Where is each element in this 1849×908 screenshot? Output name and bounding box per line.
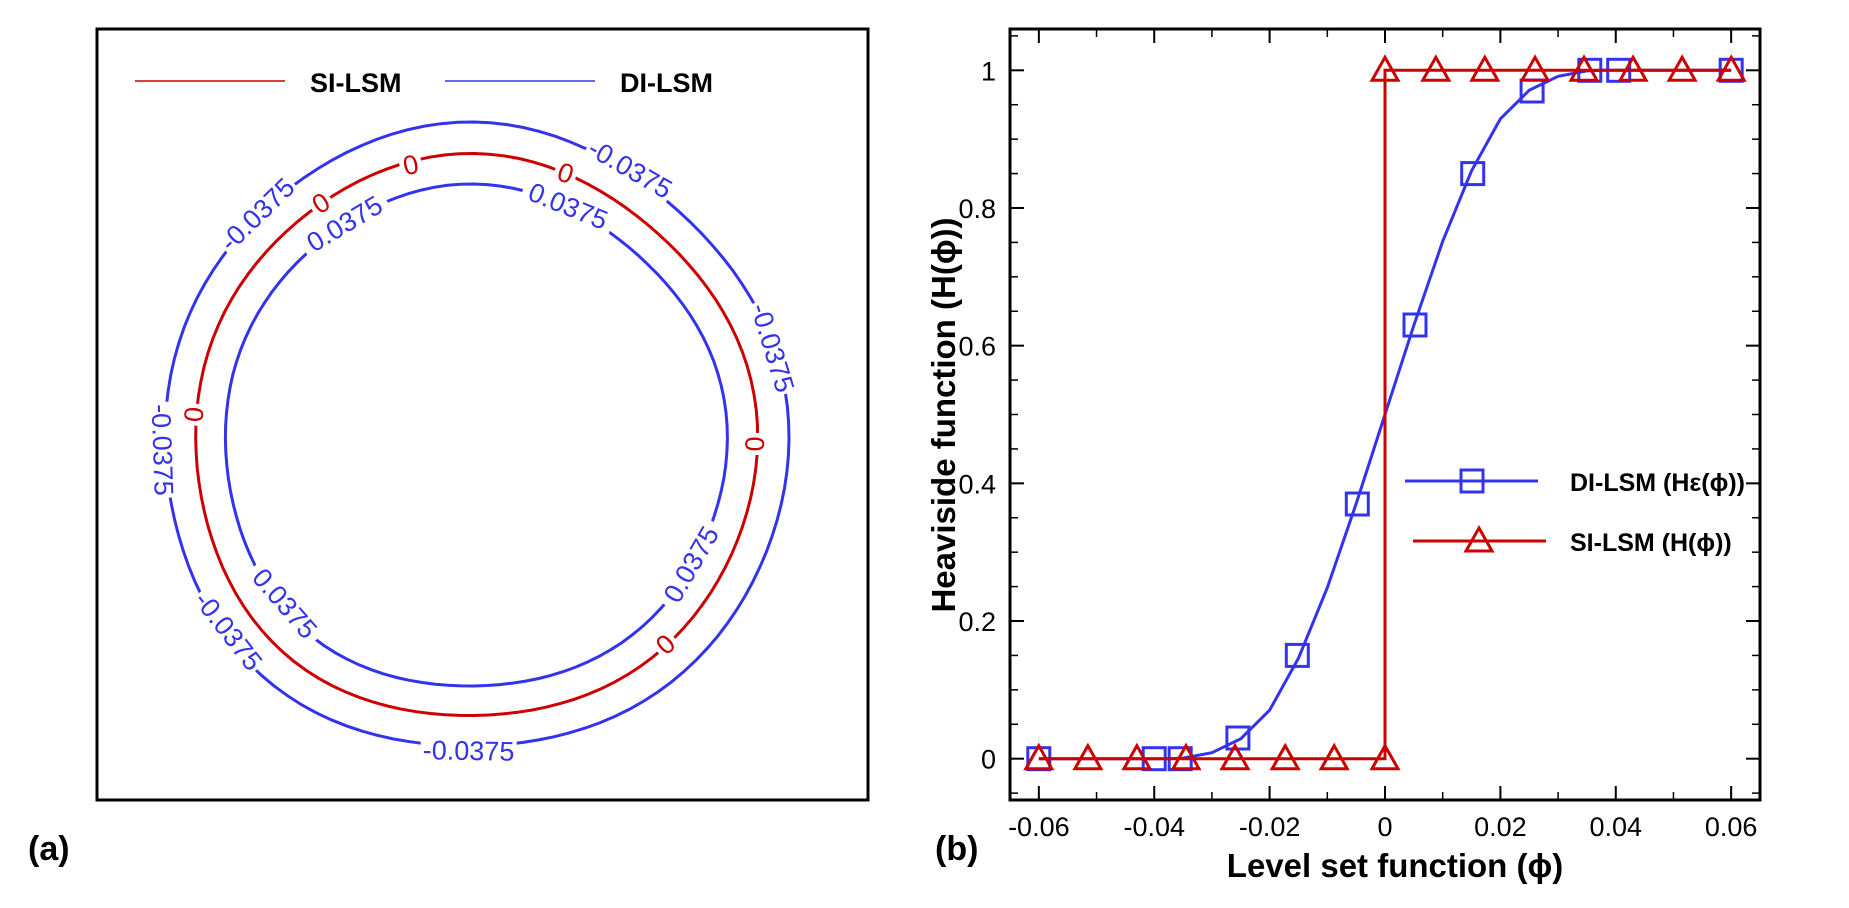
- data-point-triangle: [1318, 742, 1350, 771]
- x-axis-title: Level set function (ϕ): [1227, 847, 1563, 884]
- data-point-triangle: [1469, 54, 1501, 82]
- data-point-triangle: [1170, 742, 1202, 771]
- x-tick-label: 0: [1377, 812, 1392, 842]
- legend-label-di: DI-LSM: [620, 68, 713, 98]
- contour-label-zero-2-bg: [739, 432, 771, 456]
- y-tick-label: 0: [981, 745, 996, 775]
- contour-label-zero-5-bg: [303, 184, 339, 222]
- panel-a-legend: SI-LSM DI-LSM: [135, 68, 713, 98]
- x-tick-label: 0.06: [1705, 812, 1758, 842]
- legend-label-si-lsm: SI-LSM (H(ϕ)): [1570, 529, 1732, 557]
- data-point-square: [1460, 161, 1486, 187]
- legend-label-di-lsm: DI-LSM (Hε(ϕ)): [1570, 469, 1745, 497]
- contour-label-outer-1-bg: [744, 297, 801, 399]
- y-tick-label: 0.6: [958, 332, 996, 362]
- panel-a: SI-LSM DI-LSM -0.0375-0.0375-0.0375-0.03…: [95, 27, 870, 802]
- contour-label-outer-2-bg: [420, 735, 517, 767]
- contour-label-zero-4-bg: [178, 402, 211, 427]
- contour-label-zero-0-bg: [396, 148, 425, 183]
- data-point-square: [1344, 491, 1370, 517]
- data-point-triangle: [1369, 54, 1401, 82]
- contour-label-outer-3-bg: [186, 584, 270, 679]
- contour-label-outer-2: -0.0375: [423, 735, 515, 767]
- panel-label-b: (b): [935, 830, 978, 868]
- data-point-triangle: [1568, 54, 1600, 82]
- contour-label-zero-2: 0: [740, 436, 770, 452]
- contour-label-outer-4-bg: [145, 401, 179, 499]
- contour-si-zero: [194, 151, 760, 718]
- panel-label-a: (a): [28, 830, 70, 868]
- y-tick-label: 0.4: [958, 469, 996, 499]
- legend-label-si: SI-LSM: [310, 68, 402, 98]
- y-tick-label: 0.8: [958, 194, 996, 224]
- axis-ticks: -0.06 -0.04 -0.02 0 0.02 0.04 0.06 0 0.2 0.4 0.6 0.…: [958, 29, 1760, 842]
- data-point-triangle: [1519, 54, 1551, 82]
- y-axis-title: Heaviside function (H(ϕ)): [925, 217, 962, 612]
- legend-marker-triangle: [1463, 524, 1495, 553]
- data-point-triangle: [1269, 742, 1301, 771]
- contour-label-inner-3-bg: [654, 515, 729, 614]
- series-line-1: [1038, 68, 1732, 761]
- x-tick-label: -0.06: [1008, 812, 1070, 842]
- data-point-square: [1284, 642, 1310, 668]
- x-tick-label: -0.02: [1239, 812, 1301, 842]
- data-point-triangle: [1369, 742, 1401, 771]
- data-point-triangle: [1420, 54, 1452, 82]
- contour-label-inner-0-bg: [517, 174, 619, 239]
- x-tick-label: -0.04: [1123, 812, 1185, 842]
- x-tick-label: 0.02: [1474, 812, 1527, 842]
- x-tick-label: 0.04: [1589, 812, 1642, 842]
- data-point-square: [1402, 312, 1428, 338]
- data-point-triangle: [1666, 54, 1698, 82]
- contour-label-zero-3-bg: [647, 626, 684, 663]
- contour-label-inner-1-bg: [295, 186, 394, 262]
- contour-label-inner-2-bg: [241, 557, 328, 650]
- plot-series: [1023, 54, 1747, 772]
- contour-label-zero-4: 0: [179, 406, 210, 424]
- contour-label-zero-1-bg: [550, 155, 581, 192]
- contour-label-zero-0: 0: [400, 149, 421, 182]
- data-point-triangle: [1617, 54, 1649, 82]
- contour-label-outer-0-bg: [580, 131, 680, 206]
- y-tick-label: 0.2: [958, 607, 996, 637]
- data-point-triangle: [1715, 54, 1747, 82]
- data-point-triangle: [1219, 742, 1251, 771]
- legend-marker-square: [1459, 468, 1485, 494]
- panel-b-legend: DI-LSM (Hε(ϕ)) SI-LSM (H(ϕ)): [1405, 468, 1745, 557]
- panel-b: -0.06 -0.04 -0.02 0 0.02 0.04 0.06 0 0.2 0.4 0.6 0.…: [925, 27, 1762, 884]
- data-point-triangle: [1072, 742, 1104, 771]
- data-point-triangle: [1121, 742, 1153, 771]
- y-tick-label: 1: [981, 56, 996, 86]
- contour-label-outer-4: -0.0375: [146, 404, 179, 497]
- contour-label-outer-5-bg: [212, 170, 303, 259]
- data-point-triangle: [1023, 742, 1055, 771]
